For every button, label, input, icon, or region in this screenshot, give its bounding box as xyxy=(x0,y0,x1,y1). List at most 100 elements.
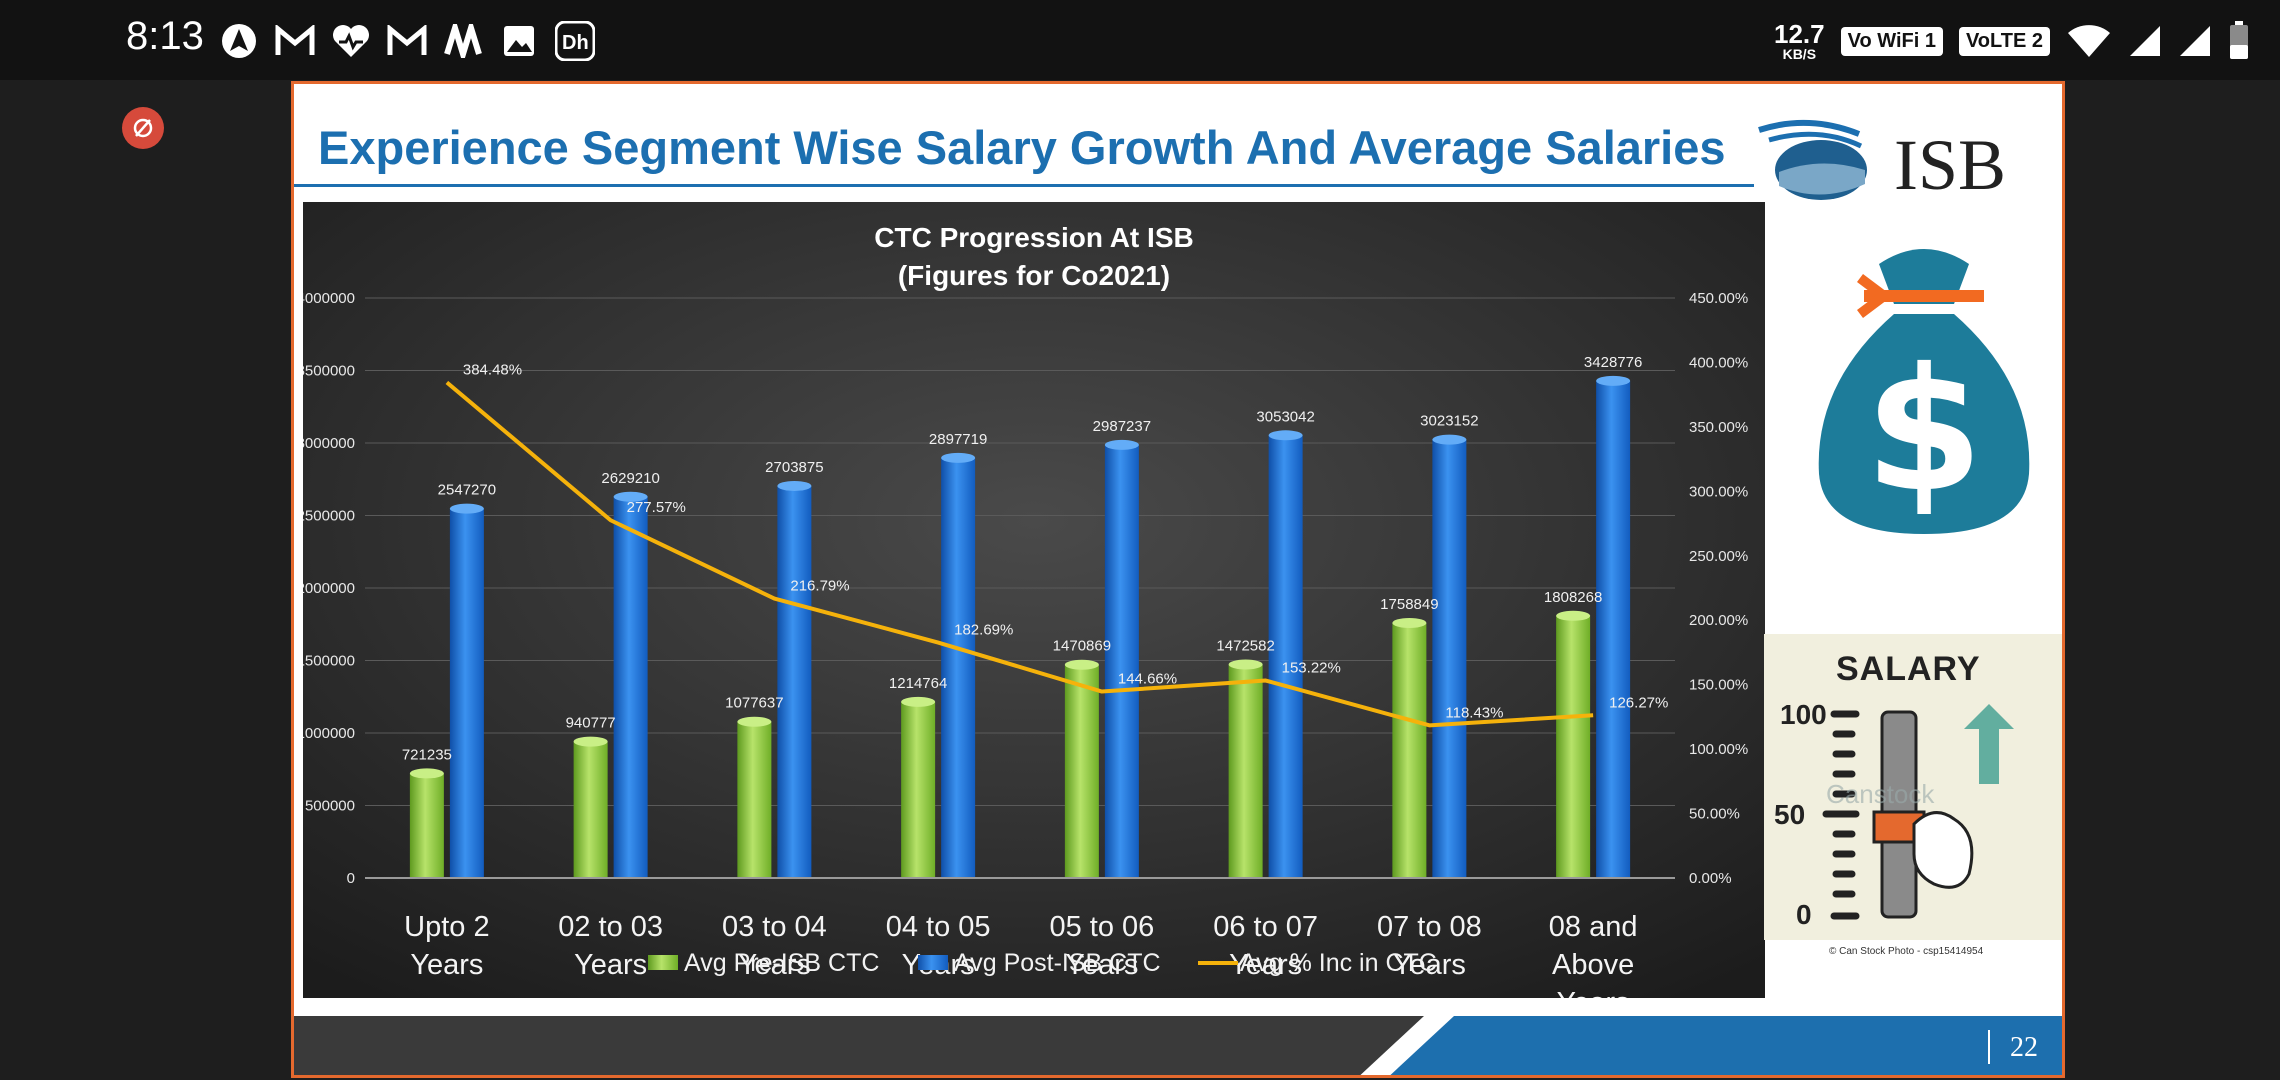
gauge-label-mid: 50 xyxy=(1774,799,1805,830)
data-label-post-isb: 3428776 xyxy=(1584,354,1642,371)
bar-pre-isb-ctc-cap xyxy=(1556,610,1591,621)
salary-meter-illustration: SALARY 100 50 0 Canstock xyxy=(1764,634,2062,940)
x-tick-label: Years xyxy=(1065,949,1138,981)
signal-icon xyxy=(2130,26,2160,56)
bar-post-isb-ctc-cap xyxy=(1432,434,1467,445)
y-right-tick-label: 150.00% xyxy=(1689,677,1748,694)
data-label-pct-inc: 153.22% xyxy=(1282,660,1341,677)
status-bar: 8:13 Dh 12.7 KB/S Vo WiFi 1 VoLTE 2 xyxy=(0,0,2280,80)
y-right-tick-label: 350.00% xyxy=(1689,419,1748,436)
y-left-tick-label: 3000000 xyxy=(303,435,355,452)
data-label-pct-inc: 384.48% xyxy=(463,361,522,378)
bar-pre-isb-ctc xyxy=(737,721,772,878)
signal-icon xyxy=(2180,26,2210,56)
x-tick-label: Years xyxy=(738,949,811,981)
x-tick-label: 07 to 08 xyxy=(1377,911,1482,943)
slide-footer-band xyxy=(294,1016,2062,1075)
gallery-icon xyxy=(498,20,540,62)
bar-post-isb-ctc-cap xyxy=(1104,439,1139,450)
legend-label: Avg % Inc in CTC xyxy=(1240,949,1437,977)
data-label-pct-inc: 277.57% xyxy=(627,499,686,516)
x-tick-label: 05 to 06 xyxy=(1049,911,1154,943)
bar-post-isb-ctc xyxy=(613,496,648,878)
svg-text:$: $ xyxy=(1865,332,1983,530)
bar-post-isb-ctc-cap xyxy=(449,503,484,514)
data-label-post-isb: 2547270 xyxy=(438,482,496,499)
bar-post-isb-ctc xyxy=(1432,439,1467,878)
no-audio-icon[interactable] xyxy=(122,107,164,149)
bar-post-isb-ctc-cap xyxy=(1596,375,1631,386)
app-icon xyxy=(442,20,484,62)
x-tick-label: Years xyxy=(1393,949,1466,981)
bar-pre-isb-ctc-cap xyxy=(1064,659,1099,670)
bar-post-isb-ctc-cap xyxy=(941,452,976,463)
title-divider xyxy=(294,184,1754,187)
line-avg-pct-inc xyxy=(445,380,1594,728)
legend-swatch xyxy=(918,955,948,970)
notification-icons: Dh xyxy=(218,18,596,64)
data-label-pre-isb: 1472582 xyxy=(1216,637,1274,654)
y-left-tick-label: 1000000 xyxy=(303,725,355,742)
bar-post-isb-ctc-cap xyxy=(1268,430,1303,441)
y-right-tick-label: 200.00% xyxy=(1689,612,1748,629)
dailyhunt-icon: Dh xyxy=(554,20,596,62)
salary-card-title: SALARY xyxy=(1836,650,1981,688)
x-tick-label: 06 to 07 xyxy=(1213,911,1318,943)
data-label-post-isb: 2703875 xyxy=(765,459,823,476)
photo-credit: © Can Stock Photo - csp15414954 xyxy=(1829,946,1984,957)
x-tick-label: Upto 2 xyxy=(404,911,489,943)
presentation-slide: Experience Segment Wise Salary Growth An… xyxy=(291,81,2065,1078)
data-label-pct-inc: 216.79% xyxy=(790,578,849,595)
y-left-tick-label: 500000 xyxy=(305,798,355,815)
y-right-tick-label: 250.00% xyxy=(1689,548,1748,565)
y-left-tick-label: 4000000 xyxy=(303,290,355,307)
data-label-post-isb: 2629210 xyxy=(601,470,659,487)
legend-label: Avg Post-ISB CTC xyxy=(954,949,1161,977)
page-number-divider xyxy=(1988,1030,1990,1064)
bar-post-isb-ctc xyxy=(1104,444,1139,878)
presenter-sidebar xyxy=(80,80,292,1080)
volte-badge: VoLTE 2 xyxy=(1958,26,2050,56)
y-left-tick-label: 3500000 xyxy=(303,363,355,380)
data-label-post-isb: 2897719 xyxy=(929,431,987,448)
data-label-pre-isb: 940777 xyxy=(566,715,616,732)
slide-page-number: 22 xyxy=(2010,1032,2038,1063)
x-tick-label: Above xyxy=(1552,949,1634,981)
data-label-pct-inc: 126.27% xyxy=(1609,694,1668,711)
bar-pre-isb-ctc xyxy=(409,773,444,878)
gmail-icon xyxy=(386,20,428,62)
y-left-tick-label: 0 xyxy=(347,870,355,887)
svg-text:Dh: Dh xyxy=(562,32,589,54)
x-tick-label: Years xyxy=(1229,949,1302,981)
network-speed: 12.7 KB/S xyxy=(1774,19,1825,62)
canstock-watermark: Canstock xyxy=(1826,779,1935,809)
bar-pre-isb-ctc xyxy=(1392,622,1427,878)
x-tick-label: 02 to 03 xyxy=(558,911,663,943)
status-time: 8:13 xyxy=(126,14,204,58)
y-right-tick-label: 300.00% xyxy=(1689,483,1748,500)
x-tick-label: Years xyxy=(1557,987,1630,998)
wifi-calling-badge: Vo WiFi 1 xyxy=(1840,26,1943,56)
bar-pre-isb-ctc xyxy=(901,701,936,878)
bar-pre-isb-ctc xyxy=(1228,664,1263,878)
data-label-pct-inc: 182.69% xyxy=(954,622,1013,639)
money-bag-icon: $ xyxy=(1818,249,2030,534)
x-tick-label: 03 to 04 xyxy=(722,911,827,943)
bar-post-isb-ctc xyxy=(941,457,976,878)
data-label-pre-isb: 1808268 xyxy=(1544,589,1602,606)
y-left-tick-label: 1500000 xyxy=(303,653,355,670)
y-right-tick-label: 400.00% xyxy=(1689,354,1748,371)
bar-pre-isb-ctc-cap xyxy=(1392,617,1427,628)
status-right: 12.7 KB/S Vo WiFi 1 VoLTE 2 xyxy=(1774,14,2250,68)
data-label-post-isb: 2987237 xyxy=(1093,418,1151,435)
slide-title: Experience Segment Wise Salary Growth An… xyxy=(318,121,1726,174)
bar-pre-isb-ctc-cap xyxy=(737,716,772,727)
bar-pre-isb-ctc xyxy=(573,741,608,878)
bar-post-isb-ctc xyxy=(777,485,812,878)
bar-pre-isb-ctc-cap xyxy=(1228,659,1263,670)
data-label-post-isb: 3053042 xyxy=(1256,408,1314,425)
y-right-tick-label: 100.00% xyxy=(1689,741,1748,758)
x-tick-label: Years xyxy=(574,949,647,981)
bar-post-isb-ctc-cap xyxy=(613,491,648,502)
health-icon xyxy=(330,20,372,62)
